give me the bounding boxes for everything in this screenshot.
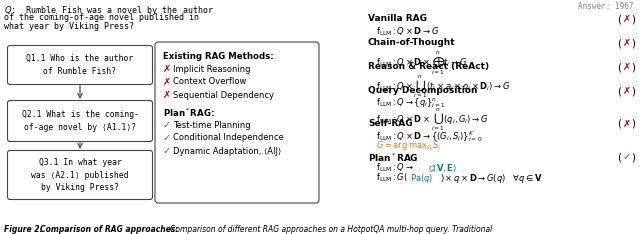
Text: of the coming-of-age novel published in: of the coming-of-age novel published in — [4, 13, 199, 22]
Text: ✗: ✗ — [623, 38, 631, 48]
Text: $\mathrm{Pa}(q)$: $\mathrm{Pa}(q)$ — [410, 172, 433, 185]
Text: Sequential Dependency: Sequential Dependency — [173, 91, 274, 99]
Text: (: ( — [617, 152, 621, 162]
Text: ✗: ✗ — [163, 77, 171, 87]
Text: ): ) — [631, 86, 635, 96]
Text: $\mathrm{f_{LLM}}$$: Q \times \bigcup_{i=1}^{n}(t_i \times a_i \times o_i \times: $\mathrm{f_{LLM}}$$: Q \times \bigcup_{i… — [376, 73, 510, 99]
Text: Comparison of RAG approaches:: Comparison of RAG approaches: — [40, 225, 181, 234]
Text: ): ) — [631, 38, 635, 48]
Text: ✗: ✗ — [163, 64, 171, 74]
Text: $) \times q \times \mathbf{D} \rightarrow G(q) \quad \forall q \in \mathbf{V}$: $) \times q \times \mathbf{D} \rightarro… — [440, 172, 543, 185]
Text: Q2.1 What is the coming-
of-age novel by ⟨A1.1⟩?: Q2.1 What is the coming- of-age novel by… — [22, 110, 138, 132]
Text: Answer: 1967: Answer: 1967 — [578, 2, 634, 11]
Text: $G = \mathrm{arg\,max}_{G_i} S_i$: $G = \mathrm{arg\,max}_{G_i} S_i$ — [376, 139, 442, 153]
Text: ): ) — [631, 14, 635, 24]
Text: ): ) — [631, 62, 635, 72]
Text: Vanilla RAG: Vanilla RAG — [368, 14, 427, 23]
Text: Test-time Planning: Test-time Planning — [173, 121, 251, 129]
Text: what year by Viking Press?: what year by Viking Press? — [4, 22, 134, 31]
Text: ✓: ✓ — [623, 152, 631, 162]
Text: Context Overflow: Context Overflow — [173, 77, 246, 87]
Text: (: ( — [617, 62, 621, 72]
Text: $\mathrm{f_{LLM}}$$: Q \times \mathbf{D} \rightarrow \{(G_i, S_i)\}_{i=0}^{K}$: $\mathrm{f_{LLM}}$$: Q \times \mathbf{D}… — [376, 129, 483, 144]
Text: $\mathrm{f_{LLM}}$$: Q \times \mathbf{D} \times \bigoplus_{i=1}^{n} t_i \rightar: $\mathrm{f_{LLM}}$$: Q \times \mathbf{D}… — [376, 49, 467, 77]
Text: Figure 2.: Figure 2. — [4, 225, 45, 234]
Text: (: ( — [617, 14, 621, 24]
Text: Plan$^*$RAG:: Plan$^*$RAG: — [163, 107, 215, 119]
Text: (: ( — [617, 119, 621, 129]
Text: $\mathcal{G}(\mathbf{V}, \mathbf{E})$: $\mathcal{G}(\mathbf{V}, \mathbf{E})$ — [428, 162, 457, 174]
Text: ✗: ✗ — [623, 62, 631, 72]
Text: $\mathrm{f_{LLM}}$$: Q \times \mathbf{D} \times \bigcup_{i=1}^{n}(q_i, G_i) \rig: $\mathrm{f_{LLM}}$$: Q \times \mathbf{D}… — [376, 106, 488, 132]
FancyBboxPatch shape — [8, 100, 152, 142]
Text: Chain-of-Thought: Chain-of-Thought — [368, 38, 456, 47]
Text: Self-RAG: Self-RAG — [368, 119, 413, 128]
FancyBboxPatch shape — [8, 45, 152, 84]
Text: Query Decomposition: Query Decomposition — [368, 86, 477, 95]
Text: Implicit Reasoning: Implicit Reasoning — [173, 65, 250, 73]
Text: $\mathrm{f_{LLM}}$$: Q \rightarrow \{q_i\}_{i=1}^{n}$: $\mathrm{f_{LLM}}$$: Q \rightarrow \{q_i… — [376, 96, 445, 110]
Text: Dynamic Adaptation, ⟨AIJ⟩: Dynamic Adaptation, ⟨AIJ⟩ — [173, 146, 281, 156]
Text: Q3.1 In what year
was ⟨A2.1⟩ published
by Viking Press?: Q3.1 In what year was ⟨A2.1⟩ published b… — [31, 158, 129, 192]
Text: ): ) — [631, 152, 635, 162]
Text: ✗: ✗ — [623, 14, 631, 24]
Text: $\mathit{Q}$:  Rumble Fish was a novel by the author: $\mathit{Q}$: Rumble Fish was a novel by… — [4, 4, 214, 17]
Text: ✓: ✓ — [163, 120, 171, 130]
Text: ✗: ✗ — [623, 119, 631, 129]
Text: Conditional Independence: Conditional Independence — [173, 134, 284, 143]
Text: Plan$^*$RAG: Plan$^*$RAG — [368, 152, 419, 165]
Text: Q1.1 Who is the author
of Rumble Fish?: Q1.1 Who is the author of Rumble Fish? — [26, 55, 134, 76]
Text: ✓: ✓ — [163, 146, 171, 156]
Text: (: ( — [617, 86, 621, 96]
Text: $\mathrm{f_{LLM}}$$: Q \rightarrow $: $\mathrm{f_{LLM}}$$: Q \rightarrow $ — [376, 162, 414, 175]
Text: ): ) — [631, 119, 635, 129]
Text: Existing RAG Methods:: Existing RAG Methods: — [163, 52, 274, 61]
Text: ✗: ✗ — [623, 86, 631, 96]
Text: ✓: ✓ — [163, 133, 171, 143]
Text: Comparison of different RAG approaches on a HotpotQA multi-hop query. Traditiona: Comparison of different RAG approaches o… — [170, 225, 492, 234]
FancyBboxPatch shape — [155, 42, 319, 203]
Text: $\mathrm{f_{LLM}}$$: Q \times \mathbf{D} \rightarrow G$: $\mathrm{f_{LLM}}$$: Q \times \mathbf{D}… — [376, 25, 439, 37]
Text: (: ( — [617, 38, 621, 48]
Text: ✗: ✗ — [163, 90, 171, 100]
Text: $\mathrm{f_{LLM}}$$: G($: $\mathrm{f_{LLM}}$$: G($ — [376, 172, 408, 184]
Text: Reason & React (ReAct): Reason & React (ReAct) — [368, 62, 489, 71]
FancyBboxPatch shape — [8, 150, 152, 200]
